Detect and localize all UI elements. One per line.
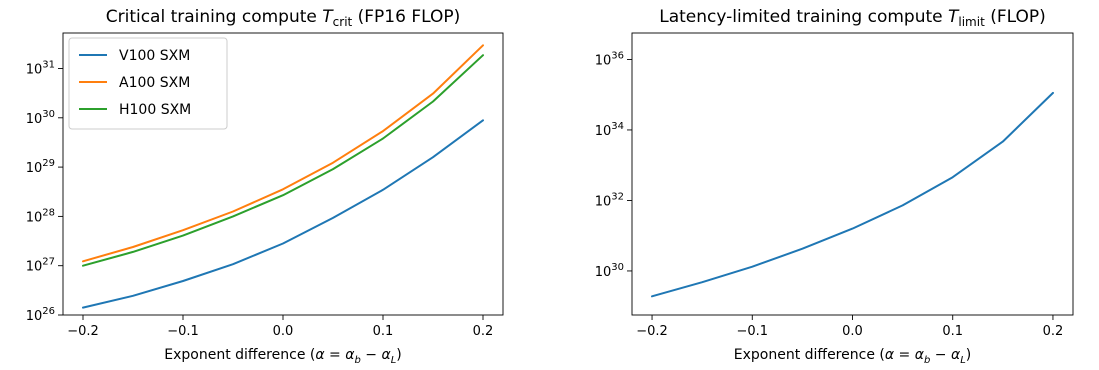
plot-area-frame [631, 32, 1074, 316]
y-tick-label: 1030 [26, 109, 55, 127]
x-tick-label: −0.1 [736, 324, 768, 339]
x-tick-label: −0.1 [167, 324, 199, 339]
chart-panel-1: −0.2 −0.1 0.0 0.1 0.2 1026 1027 1028 1029 1030 103… [26, 7, 504, 366]
y-tick-label: 1032 [595, 191, 624, 209]
x-tick-label: −0.2 [67, 324, 99, 339]
series-line-v100-sxm [82, 119, 484, 309]
x-tick-label: 0.2 [1043, 324, 1064, 339]
y-tick-label: 1026 [26, 306, 55, 324]
legend-label: V100 SXM [119, 48, 190, 64]
legend-label: A100 SXM [119, 75, 190, 91]
y-tick-label: 1034 [595, 121, 624, 139]
x-tick-label: 0.2 [473, 324, 494, 339]
x-tick-label: 0.0 [842, 324, 863, 339]
series-line-h100-sxm [82, 54, 484, 267]
legend-label: H100 SXM [119, 102, 191, 118]
chart-title: Critical training compute Tcrit (FP16 FL… [106, 7, 461, 29]
chart-title: Latency-limited training compute Tlimit … [659, 7, 1046, 29]
legend: V100 SXM A100 SXM H100 SXM [68, 37, 228, 130]
x-axis-label: Exponent difference (α = αb − αL) [734, 347, 971, 366]
y-tick-label: 1036 [595, 50, 624, 68]
y-tick-label: 1027 [26, 257, 55, 275]
chart-panel-2: −0.2 −0.1 0.0 0.1 0.2 1030 1032 1034 1036 Exponen… [595, 7, 1074, 366]
series-line-a100-sxm [82, 44, 484, 263]
y-tick-label: 1031 [26, 59, 55, 77]
x-tick-label: 0.1 [942, 324, 963, 339]
y-tick-label: 1028 [26, 207, 55, 225]
y-tick-label: 1029 [26, 158, 55, 176]
legend-frame [68, 37, 228, 130]
x-tick-label: −0.2 [636, 324, 668, 339]
series-line-series-1 [651, 91, 1054, 298]
y-tick-label: 1030 [595, 262, 624, 280]
x-tick-label: 0.0 [273, 324, 294, 339]
x-axis-label: Exponent difference (α = αb − αL) [164, 347, 401, 366]
x-tick-label: 0.1 [373, 324, 394, 339]
